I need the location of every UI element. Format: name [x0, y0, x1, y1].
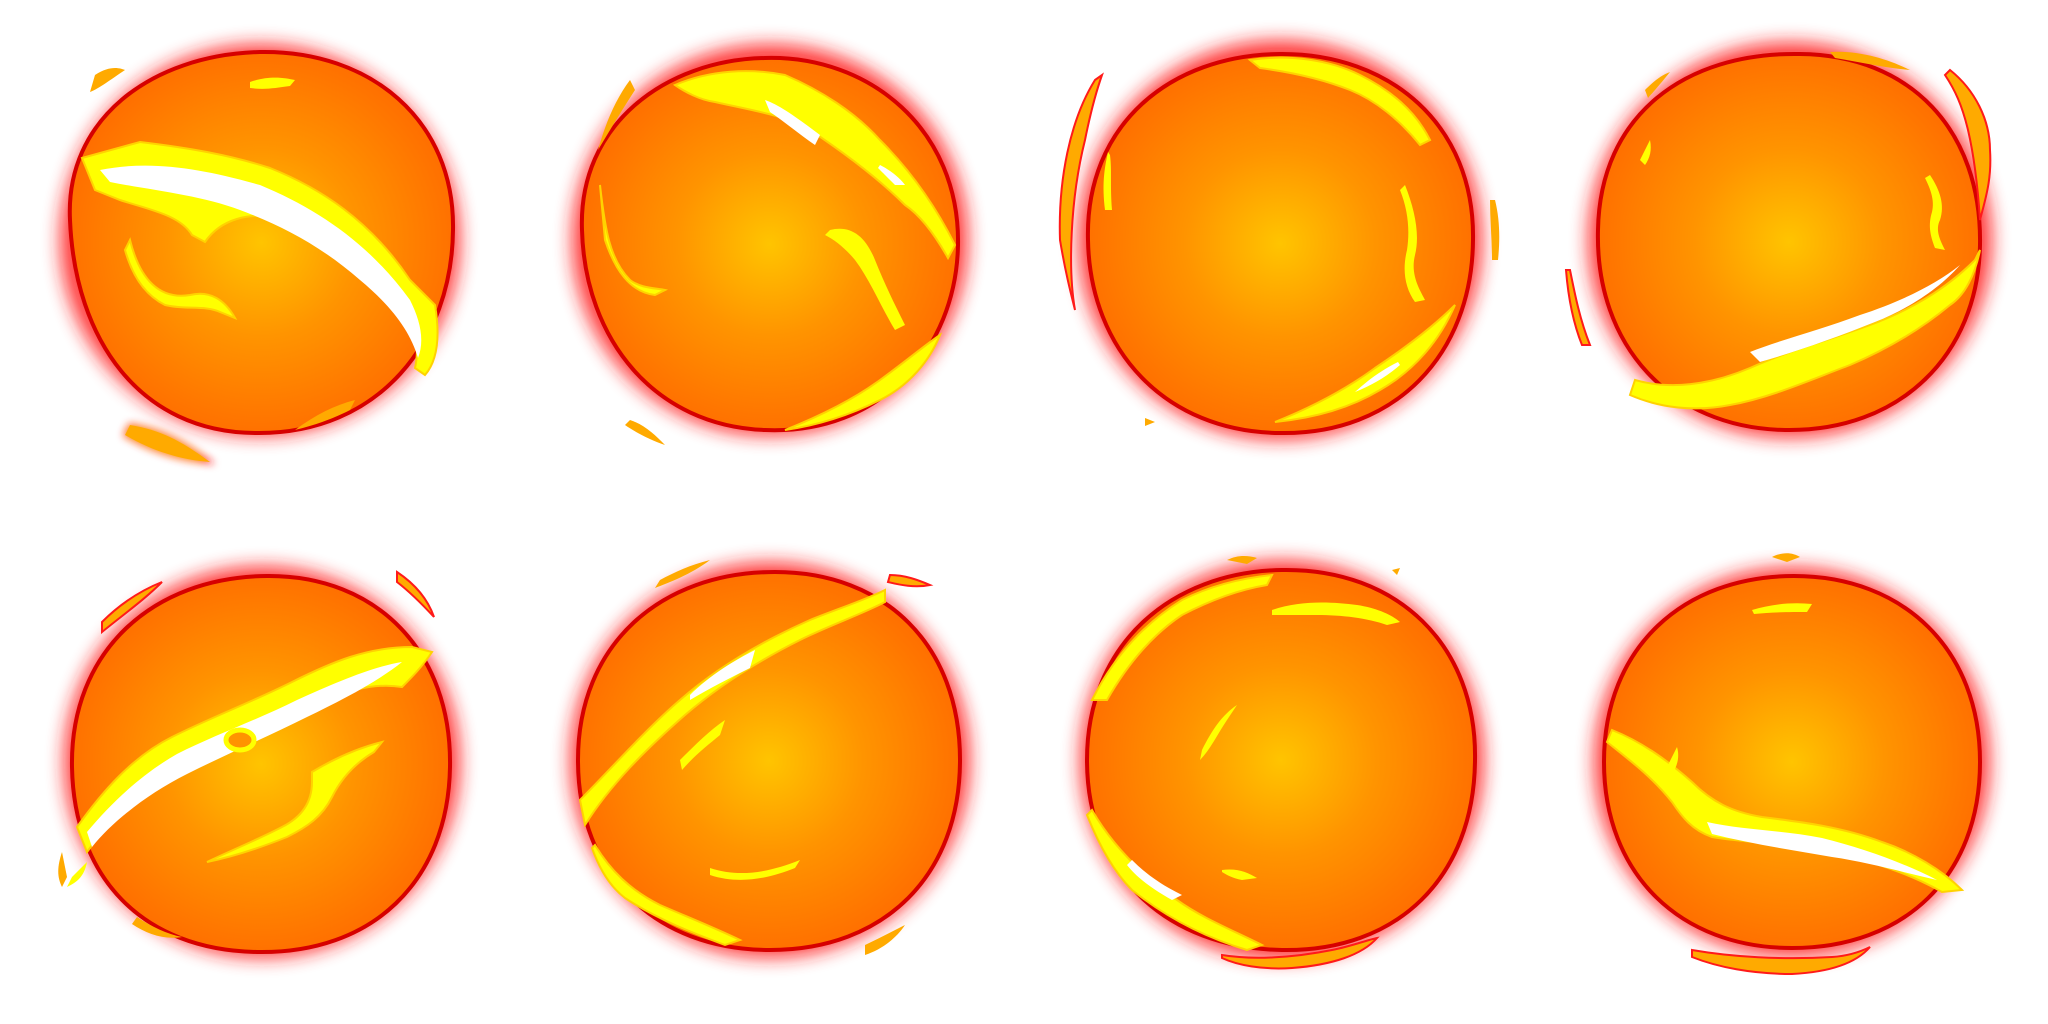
fireball-crack — [1640, 140, 1651, 165]
fireball-crack — [1103, 152, 1112, 210]
fireball-crack — [710, 860, 800, 880]
fireball-frame-1 — [60, 44, 460, 464]
fireball-crack — [1222, 869, 1257, 880]
fireball-hot-core — [765, 100, 820, 145]
fireball-crack — [784, 332, 943, 431]
fireball-frame-2 — [572, 44, 968, 445]
fireball-crack — [825, 228, 905, 330]
ember-flame — [1145, 418, 1155, 426]
ember-flame — [655, 560, 710, 588]
fireball-crack — [1272, 602, 1400, 625]
fireball-hot-core — [223, 727, 257, 753]
fireball-hot-core — [1355, 362, 1400, 392]
fireball-hot-core — [1707, 822, 1937, 880]
fireball-hot-core — [87, 662, 402, 847]
ember-flame — [1645, 72, 1670, 98]
fireball-crack — [67, 862, 87, 887]
ember-flame — [1058, 72, 1104, 311]
ember-flame — [1772, 553, 1800, 562]
fireball-crack — [1752, 603, 1812, 614]
ember-flame — [865, 925, 905, 955]
fireball-crack — [1247, 56, 1432, 147]
fireball-body — [1084, 567, 1478, 953]
fireball-hot-core — [1750, 265, 1960, 362]
fireball-hot-core — [1127, 860, 1182, 900]
fireball-crack — [672, 70, 957, 261]
fireball-crack — [590, 843, 743, 947]
fireball-crack — [1400, 185, 1425, 302]
fireball-frame-4 — [1564, 42, 1992, 438]
fireball-frame-8 — [1594, 553, 1990, 976]
fireball-body — [1085, 51, 1476, 436]
fireball-crack — [1200, 705, 1237, 760]
fireball-frame-7 — [1080, 555, 1484, 970]
fireball-crack — [1667, 747, 1679, 774]
fireball-crack — [250, 77, 295, 89]
ember-flame — [1564, 269, 1592, 346]
ember-flame — [1490, 200, 1500, 260]
fireball-crack — [1628, 249, 1981, 410]
fireball-crack — [1925, 175, 1945, 250]
ember-flame — [1221, 936, 1380, 970]
fireball-body — [575, 569, 963, 953]
fireball-crack — [578, 588, 886, 828]
fireball-crack — [680, 720, 725, 770]
ember-flame — [1691, 946, 1871, 976]
fireball-crack — [599, 184, 669, 297]
ember-flame — [295, 400, 355, 430]
fireball-crack — [206, 740, 385, 863]
ember-flame — [1227, 555, 1257, 564]
ember-flame — [886, 573, 934, 588]
fireball-crack — [1274, 304, 1456, 423]
ember-flame — [396, 570, 435, 618]
fireball-hot-core — [690, 650, 755, 700]
fireball-frame-5 — [58, 566, 460, 958]
fireball-body — [69, 573, 453, 955]
fireball-frame-3 — [1058, 40, 1500, 440]
ember-flame — [1830, 51, 1910, 70]
ember-flame — [598, 80, 635, 150]
ember-flame — [1943, 68, 1992, 221]
ember-flame — [1392, 568, 1400, 575]
fireball-body — [67, 49, 456, 436]
ember-flame — [625, 420, 665, 445]
fireball-crack — [1605, 728, 1965, 894]
fireball-crack — [123, 237, 238, 320]
ember-flame — [125, 425, 210, 462]
ember-flame — [90, 67, 125, 92]
fireball-crack — [1090, 573, 1274, 701]
fireball-hot-core — [878, 165, 905, 185]
ember-flame — [101, 581, 163, 635]
fireball-hot-core — [100, 165, 422, 358]
fireball-frame-6 — [570, 560, 970, 958]
ember-flame — [132, 917, 182, 938]
ember-flame — [58, 852, 67, 887]
